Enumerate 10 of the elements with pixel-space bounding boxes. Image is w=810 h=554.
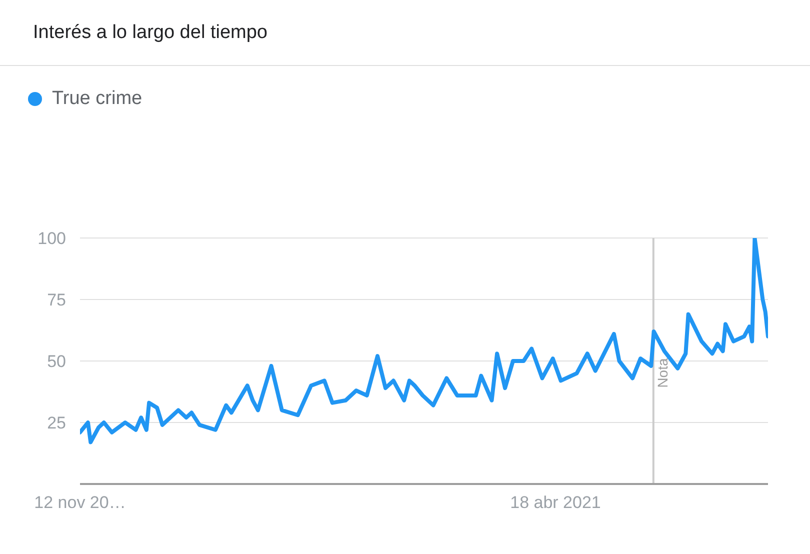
y-tick-label: 50 bbox=[47, 352, 66, 372]
x-tick-label: 18 abr 2021 bbox=[510, 493, 601, 512]
x-tick-label: 12 nov 20… bbox=[34, 493, 126, 512]
chart-title: Interés a lo largo del tiempo bbox=[33, 22, 268, 44]
line-series bbox=[80, 238, 768, 444]
y-tick-label: 100 bbox=[38, 229, 66, 248]
y-tick-label: 25 bbox=[47, 414, 66, 433]
legend-label: True crime bbox=[52, 88, 142, 109]
y-tick-label: 75 bbox=[47, 290, 66, 310]
ref-line-label: Nota bbox=[654, 358, 670, 388]
